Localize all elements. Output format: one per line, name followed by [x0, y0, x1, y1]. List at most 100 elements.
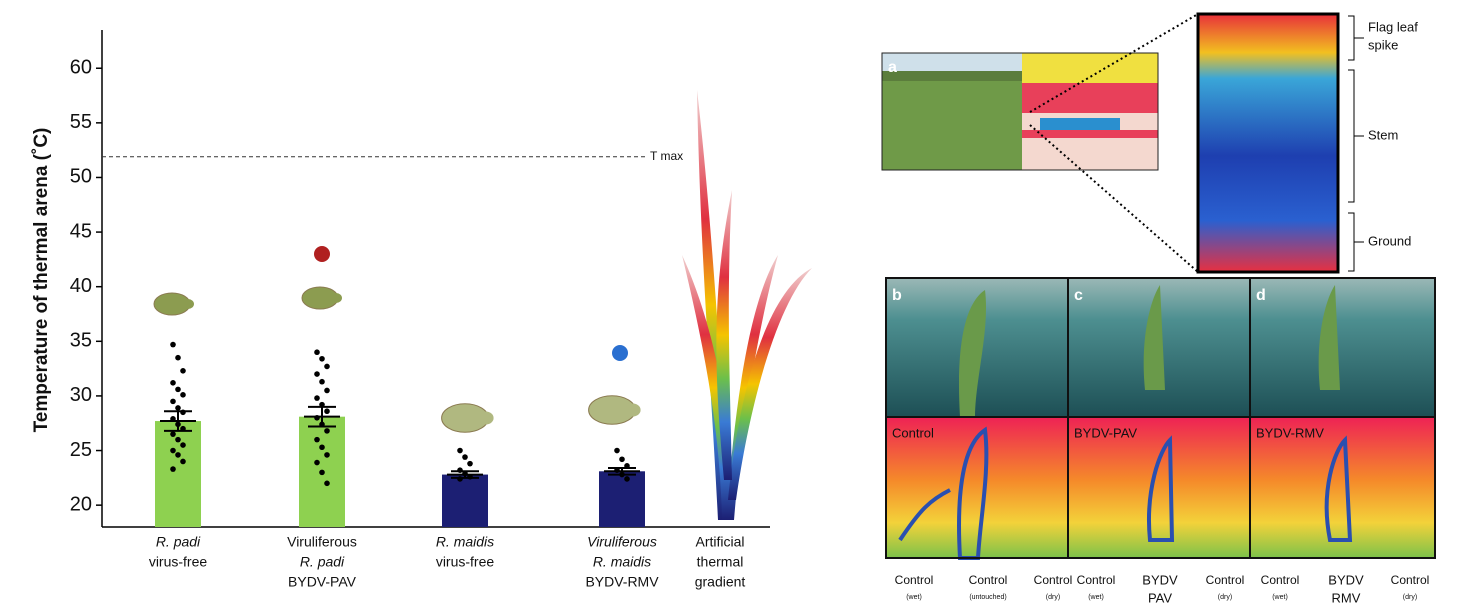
data-point	[175, 421, 181, 428]
y-tick-label: 30	[70, 384, 92, 406]
data-point	[619, 456, 625, 463]
virus-icon	[612, 345, 628, 361]
bottom-label-note: (wet)	[1272, 594, 1288, 601]
bottom-label: RMV	[1332, 590, 1361, 605]
data-point	[170, 398, 176, 405]
data-point	[319, 469, 325, 476]
panel-letter: b	[892, 287, 902, 304]
data-point	[175, 354, 181, 361]
y-tick-label: 55	[70, 111, 92, 133]
data-point	[619, 471, 625, 478]
data-point	[462, 454, 468, 460]
bottom-label-note: (wet)	[906, 594, 922, 601]
bottom-label-note: (dry)	[1218, 594, 1232, 601]
bottom-label-note: (dry)	[1403, 594, 1417, 601]
y-tick-label: 25	[70, 439, 92, 461]
data-point	[324, 363, 330, 370]
insect-icon	[478, 411, 494, 425]
x-tick-label: Viruliferous	[587, 534, 657, 550]
plant-illustration	[682, 90, 812, 520]
y-axis-label: Temperature of thermal arena (˚C)	[31, 128, 52, 433]
data-point	[180, 409, 186, 416]
data-point	[170, 380, 176, 386]
bottom-label: BYDV	[1142, 572, 1178, 587]
threshold-label: T max	[650, 149, 683, 163]
data-point	[457, 447, 463, 454]
data-point	[170, 466, 176, 472]
bottom-label: Control	[1391, 573, 1430, 587]
x-tick-label: R. maidis	[436, 534, 494, 550]
data-point	[467, 473, 473, 480]
zoom-label: Ground	[1368, 233, 1411, 248]
data-point	[314, 371, 320, 377]
bottom-label-note: (wet)	[1088, 594, 1104, 601]
bottom-label-note: (dry)	[1046, 594, 1060, 601]
zoom-label: spike	[1368, 37, 1398, 52]
data-point	[314, 349, 320, 356]
x-tick-label: BYDV-PAV	[288, 574, 357, 590]
data-point	[180, 442, 186, 448]
data-point	[324, 480, 330, 487]
data-point	[175, 436, 181, 443]
photo-grid	[885, 277, 1436, 560]
bottom-label: Control	[1077, 573, 1116, 587]
photo-panel-a	[881, 52, 1159, 171]
y-tick-label: 35	[70, 330, 92, 352]
y-tick-label: 45	[70, 220, 92, 242]
data-point	[180, 458, 186, 465]
data-point	[175, 452, 181, 458]
data-point	[324, 408, 330, 415]
data-point	[170, 431, 176, 437]
data-point	[624, 476, 630, 482]
data-point	[457, 476, 463, 482]
x-tick-label: R. maidis	[593, 554, 651, 570]
bottom-label-note: (untouched)	[969, 594, 1006, 601]
zoom-panel	[1029, 12, 1364, 274]
thermal-label: Control	[892, 425, 934, 440]
data-point	[314, 414, 320, 421]
y-tick-label: 60	[70, 57, 92, 79]
bar	[599, 471, 645, 527]
data-point	[319, 421, 325, 428]
panel-letter: a	[888, 59, 897, 76]
data-point	[319, 401, 325, 408]
data-point	[180, 368, 186, 374]
data-point	[624, 463, 630, 469]
bottom-label: Control	[1261, 573, 1300, 587]
thermal-label: BYDV-RMV	[1256, 425, 1324, 440]
bar	[442, 474, 488, 527]
x-tick-label: virus-free	[436, 554, 495, 570]
zoom-label: Stem	[1368, 127, 1398, 142]
bottom-label: Control	[895, 573, 934, 587]
x-tick-label: BYDV-RMV	[585, 574, 659, 590]
data-point	[314, 395, 320, 401]
virus-icon	[314, 246, 330, 262]
data-point	[175, 386, 181, 393]
data-point	[314, 436, 320, 443]
zoom-label: Flag leaf	[1368, 19, 1418, 34]
data-point	[319, 355, 325, 362]
panel-letter: d	[1256, 287, 1266, 304]
y-tick-label: 20	[70, 493, 92, 515]
data-point	[180, 392, 186, 398]
data-point	[614, 467, 620, 474]
x-tick-label: gradient	[695, 574, 746, 590]
x-tick-label: Artificial	[695, 534, 744, 550]
data-point	[170, 416, 176, 422]
x-tick-label: R. padi	[156, 534, 201, 550]
x-tick-label: Viruliferous	[287, 534, 357, 550]
x-tick-label: R. padi	[300, 554, 345, 570]
bottom-label: Control	[1034, 573, 1073, 587]
data-point	[170, 341, 176, 348]
data-point	[462, 470, 468, 477]
data-point	[175, 405, 181, 411]
y-tick-label: 40	[70, 275, 92, 297]
data-point	[457, 467, 463, 474]
insect-icon	[625, 403, 641, 417]
data-point	[314, 459, 320, 466]
y-tick-label: 50	[70, 166, 92, 188]
panel-letter: c	[1074, 287, 1083, 304]
data-point	[324, 428, 330, 434]
data-point	[319, 444, 325, 451]
